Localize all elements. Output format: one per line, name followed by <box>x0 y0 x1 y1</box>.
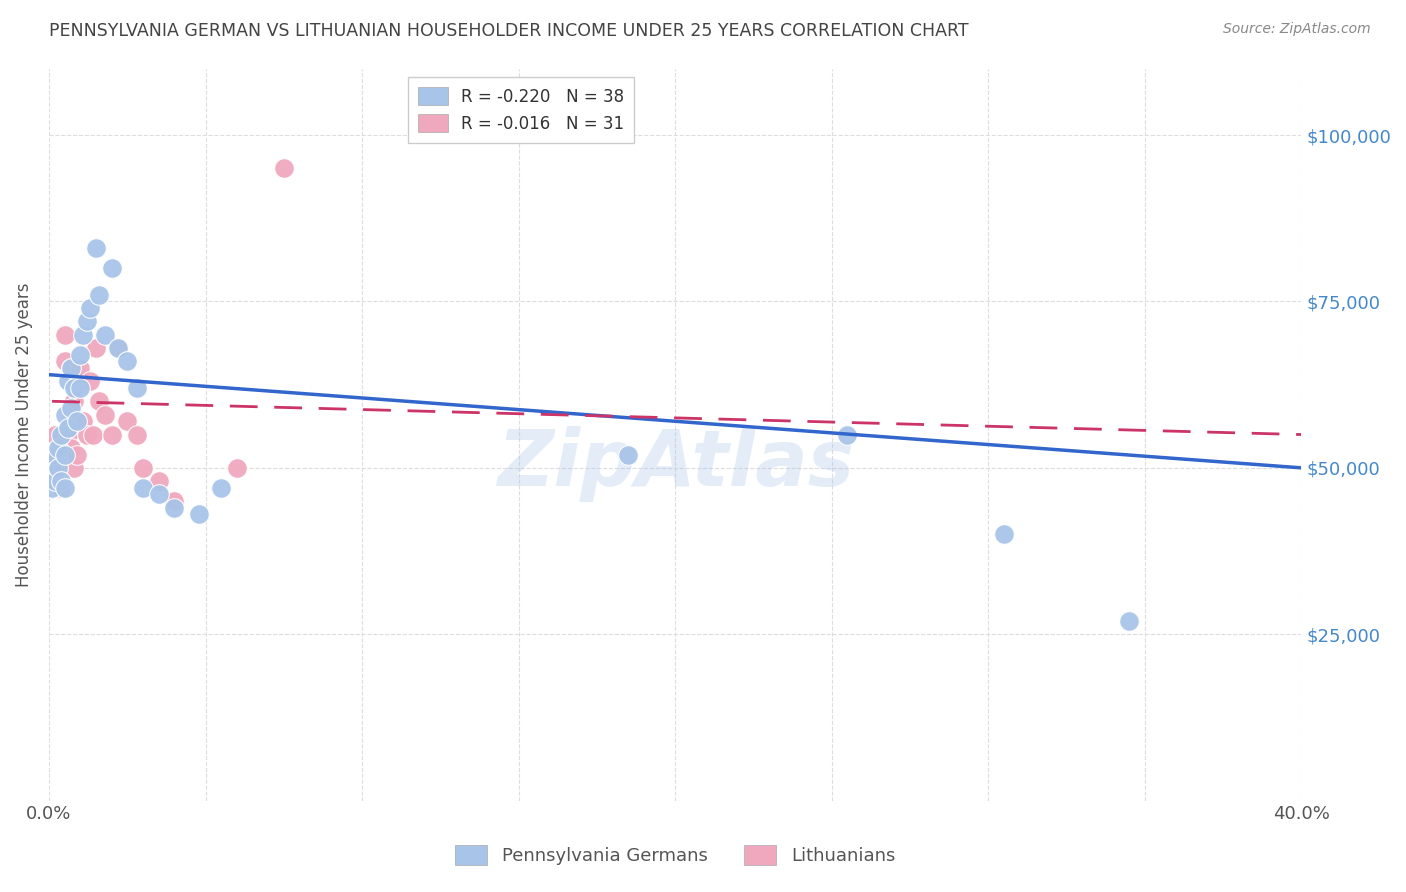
Point <box>125 381 148 395</box>
Point <box>48 448 70 462</box>
Point <box>69 361 91 376</box>
Point <box>1118 614 1140 628</box>
Point <box>53 354 76 368</box>
Point <box>53 448 76 462</box>
Point <box>53 408 76 422</box>
Point <box>44 474 66 488</box>
Point <box>72 414 94 428</box>
Point <box>51 474 73 488</box>
Point <box>66 448 89 462</box>
Point <box>94 408 117 422</box>
Point <box>837 427 859 442</box>
Point <box>69 381 91 395</box>
Point <box>72 327 94 342</box>
Point <box>59 361 82 376</box>
Y-axis label: Householder Income Under 25 years: Householder Income Under 25 years <box>15 283 32 587</box>
Point <box>148 487 170 501</box>
Point <box>63 460 86 475</box>
Point <box>66 414 89 428</box>
Point <box>53 481 76 495</box>
Point <box>273 161 295 176</box>
Point <box>56 374 79 388</box>
Point <box>48 460 70 475</box>
Point <box>48 460 70 475</box>
Point <box>993 527 1015 541</box>
Point <box>51 427 73 442</box>
Point <box>100 261 122 276</box>
Point <box>84 341 107 355</box>
Point <box>188 508 211 522</box>
Point <box>76 427 98 442</box>
Point <box>107 341 129 355</box>
Point <box>84 241 107 255</box>
Point <box>44 427 66 442</box>
Point <box>41 481 63 495</box>
Point <box>41 460 63 475</box>
Point <box>79 301 101 315</box>
Point <box>209 481 232 495</box>
Point <box>132 460 155 475</box>
Point <box>53 327 76 342</box>
Point <box>132 481 155 495</box>
Point <box>44 448 66 462</box>
Text: ZipAtlas: ZipAtlas <box>496 425 853 502</box>
Text: PENNSYLVANIA GERMAN VS LITHUANIAN HOUSEHOLDER INCOME UNDER 25 YEARS CORRELATION : PENNSYLVANIA GERMAN VS LITHUANIAN HOUSEH… <box>49 22 969 40</box>
Point <box>163 494 186 508</box>
Point <box>79 374 101 388</box>
Point <box>148 474 170 488</box>
Point <box>63 394 86 409</box>
Point <box>56 427 79 442</box>
Point <box>59 401 82 415</box>
Point <box>163 500 186 515</box>
Point <box>51 481 73 495</box>
Point <box>56 421 79 435</box>
Point <box>41 474 63 488</box>
Point <box>115 354 138 368</box>
Point <box>617 448 640 462</box>
Point <box>63 381 86 395</box>
Point <box>125 427 148 442</box>
Legend: R = -0.220   N = 38, R = -0.016   N = 31: R = -0.220 N = 38, R = -0.016 N = 31 <box>408 77 634 143</box>
Point <box>69 348 91 362</box>
Point <box>59 361 82 376</box>
Text: Source: ZipAtlas.com: Source: ZipAtlas.com <box>1223 22 1371 37</box>
Point <box>115 414 138 428</box>
Point <box>48 441 70 455</box>
Point <box>107 341 129 355</box>
Point <box>94 327 117 342</box>
Point <box>225 460 247 475</box>
Point <box>87 394 110 409</box>
Point <box>100 427 122 442</box>
Point <box>41 460 63 475</box>
Point <box>82 427 104 442</box>
Point <box>87 287 110 301</box>
Point <box>76 314 98 328</box>
Point <box>59 441 82 455</box>
